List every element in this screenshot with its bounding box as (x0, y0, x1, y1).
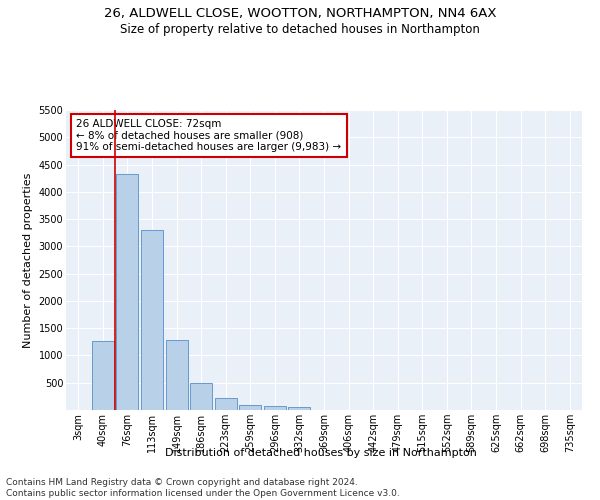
Text: 26 ALDWELL CLOSE: 72sqm
← 8% of detached houses are smaller (908)
91% of semi-de: 26 ALDWELL CLOSE: 72sqm ← 8% of detached… (76, 119, 341, 152)
Bar (116, 174, 139, 410)
Y-axis label: Number of detached properties: Number of detached properties (23, 172, 33, 348)
Bar (215, 398, 237, 410)
Text: 26, ALDWELL CLOSE, WOOTTON, NORTHAMPTON, NN4 6AX: 26, ALDWELL CLOSE, WOOTTON, NORTHAMPTON,… (104, 8, 496, 20)
Bar (264, 406, 286, 410)
Text: Size of property relative to detached houses in Northampton: Size of property relative to detached ho… (120, 22, 480, 36)
Bar (141, 230, 163, 410)
Text: Distribution of detached houses by size in Northampton: Distribution of detached houses by size … (165, 448, 477, 458)
Bar (190, 384, 212, 410)
Bar (166, 340, 188, 410)
Bar (92, 340, 114, 410)
Bar (289, 406, 310, 410)
Bar (239, 405, 262, 410)
Text: Contains HM Land Registry data © Crown copyright and database right 2024.
Contai: Contains HM Land Registry data © Crown c… (6, 478, 400, 498)
